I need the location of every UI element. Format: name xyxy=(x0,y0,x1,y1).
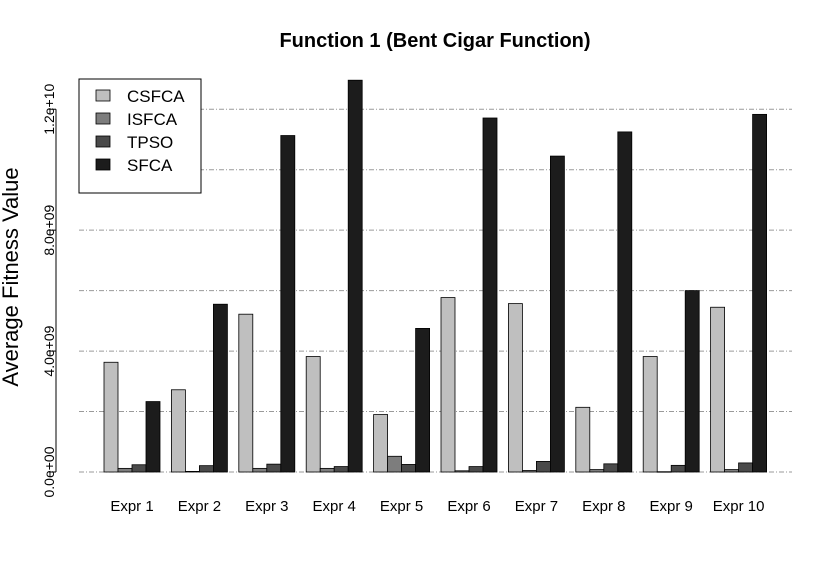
bar-sfca-3 xyxy=(280,135,296,473)
x-tick-label: Expr 6 xyxy=(447,498,490,515)
bar-sfca-1 xyxy=(145,401,161,473)
bar-tpso-9 xyxy=(670,464,686,473)
bar-tpso-5 xyxy=(401,464,417,473)
bar-csfca-3 xyxy=(238,313,254,473)
legend-label-tpso: TPSO xyxy=(127,133,173,152)
legend-label-isfca: ISFCA xyxy=(127,110,178,129)
x-tick-label: Expr 2 xyxy=(178,498,221,515)
legend-swatch-sfca xyxy=(95,158,111,171)
bar-csfca-9 xyxy=(642,356,658,473)
bar-isfca-8 xyxy=(589,469,605,473)
bar-isfca-4 xyxy=(319,467,335,473)
bar-isfca-10 xyxy=(724,469,739,473)
bar-sfca-6 xyxy=(482,117,498,473)
bar-isfca-6 xyxy=(454,470,470,473)
bar-csfca-5 xyxy=(373,414,389,473)
y-tick-label: 1.2e+10 xyxy=(41,84,57,135)
bar-tpso-4 xyxy=(333,466,349,473)
x-tick-label: Expr 4 xyxy=(313,498,356,515)
y-tick-label: 4.0e+09 xyxy=(41,325,57,376)
x-tick-label: Expr 5 xyxy=(380,498,423,515)
legend-swatch-csfca xyxy=(95,89,111,102)
bar-tpso-8 xyxy=(603,463,619,473)
x-tick-label: Expr 9 xyxy=(650,498,693,515)
legend-swatch-tpso xyxy=(95,135,111,148)
bar-sfca-5 xyxy=(415,328,431,473)
bar-tpso-2 xyxy=(198,465,214,473)
chart-title: Function 1 (Bent Cigar Function) xyxy=(279,30,590,52)
bar-tpso-7 xyxy=(536,461,551,473)
bar-tpso-3 xyxy=(266,463,282,473)
bar-csfca-1 xyxy=(103,361,119,473)
bar-isfca-3 xyxy=(252,467,268,473)
x-tick-label: Expr 10 xyxy=(713,498,765,515)
bar-tpso-6 xyxy=(468,466,484,473)
bar-csfca-6 xyxy=(440,297,456,473)
bar-tpso-10 xyxy=(738,462,753,473)
bar-isfca-1 xyxy=(117,467,133,473)
bar-tpso-1 xyxy=(131,464,147,473)
x-tick-label: Expr 8 xyxy=(582,498,625,515)
y-axis: 0.0e+00 4.0e+09 8.0e+09 1.2e+10 xyxy=(41,84,57,498)
bar-sfca-8 xyxy=(617,131,633,473)
legend-swatch-isfca xyxy=(95,112,111,125)
bar-isfca-2 xyxy=(184,470,200,473)
bar-sfca-2 xyxy=(212,303,228,473)
y-tick-label: 0.0e+00 xyxy=(41,446,57,497)
x-axis-labels: Expr 1 Expr 2 Expr 3 Expr 4 Expr 5 Expr 6 Expr… xyxy=(110,498,764,515)
bar-csfca-2 xyxy=(170,389,186,473)
bar-sfca-7 xyxy=(550,155,565,473)
bar-csfca-8 xyxy=(575,406,591,473)
legend-label-sfca: SFCA xyxy=(127,156,173,175)
bar-isfca-9 xyxy=(656,471,672,473)
y-tick-label: 8.0e+09 xyxy=(41,204,57,255)
y-axis-label: Average Fitness Value xyxy=(0,167,23,386)
bars xyxy=(103,79,767,473)
bar-sfca-4 xyxy=(347,79,363,473)
legend: CSFCA ISFCA TPSO SFCA xyxy=(78,78,202,194)
bar-isfca-5 xyxy=(387,455,403,473)
bar-csfca-10 xyxy=(710,306,725,473)
bar-sfca-10 xyxy=(752,113,767,473)
bar-csfca-7 xyxy=(507,303,523,473)
legend-label-csfca: CSFCA xyxy=(127,87,185,106)
x-tick-label: Expr 1 xyxy=(110,498,153,515)
bar-isfca-7 xyxy=(522,470,537,473)
bar-sfca-9 xyxy=(684,290,700,473)
x-tick-label: Expr 7 xyxy=(515,498,558,515)
bar-csfca-4 xyxy=(305,356,321,473)
x-tick-label: Expr 3 xyxy=(245,498,288,515)
